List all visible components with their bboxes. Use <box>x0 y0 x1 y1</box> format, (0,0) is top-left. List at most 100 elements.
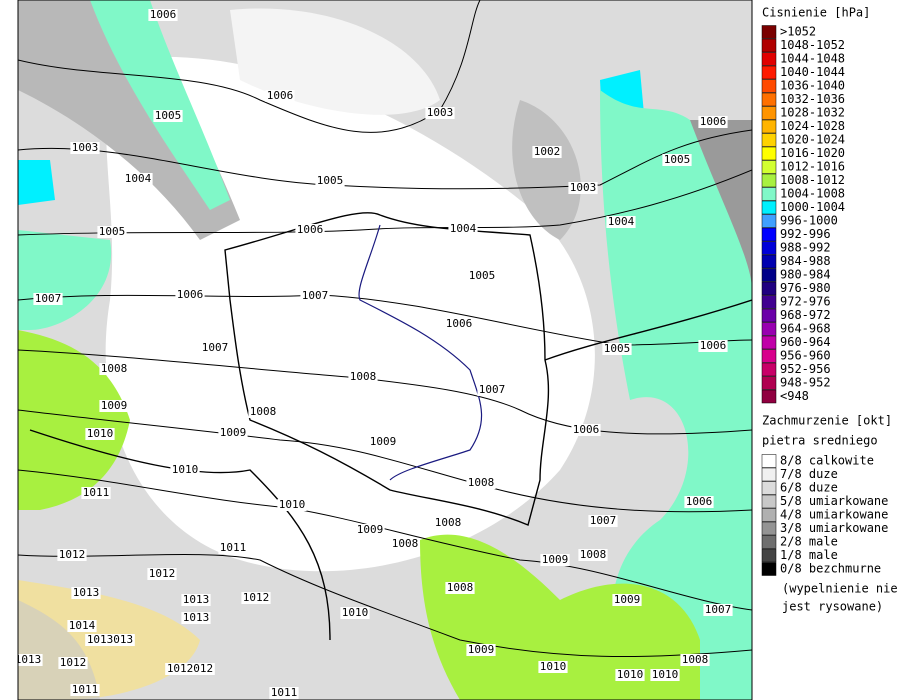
legend-swatch <box>761 295 777 309</box>
isobar-label-bg <box>67 620 97 632</box>
isobar-label-bg <box>175 289 205 301</box>
isobar-label: 1008 <box>350 370 377 383</box>
isobar-label: 1012 <box>149 567 176 580</box>
legend-label: 980-984 <box>780 268 831 282</box>
legend-label: <948 <box>780 389 809 403</box>
isobar-label-bg <box>315 175 345 187</box>
isobar-label-bg <box>444 318 474 330</box>
isobar-label-bg <box>612 594 642 606</box>
isobar-label: 1013 <box>183 593 210 606</box>
legend-label: 3/8 umiarkowane <box>780 521 888 535</box>
legend-swatch <box>761 119 777 134</box>
isobar-label-bg <box>538 661 568 673</box>
legend-swatch <box>761 92 777 107</box>
legend-swatch <box>761 241 777 255</box>
isobar-label: 1008 <box>435 516 462 529</box>
legend-swatch <box>761 173 777 188</box>
legend-swatch <box>761 133 777 147</box>
legend-label: 4/8 umiarkowane <box>780 508 888 522</box>
isobar-label: 1005 <box>155 109 182 122</box>
legend-swatch <box>761 281 777 296</box>
isobar-label: 1009 <box>370 435 397 448</box>
legend-swatch <box>761 79 777 93</box>
isobar-label: 1006 <box>150 8 177 21</box>
isobar-label: 1008 <box>447 581 474 594</box>
isobar-label: 1012 <box>243 591 270 604</box>
cloud-area <box>640 120 752 420</box>
isobar-label: 1005 <box>604 342 631 355</box>
isobar-label-bg <box>425 107 455 119</box>
cloud-legend-title: Zachmurzenie [okt] <box>762 414 892 428</box>
legend-label: 5/8 umiarkowane <box>780 494 888 508</box>
isobar-label-bg <box>265 90 295 102</box>
legend-swatch <box>761 494 777 509</box>
isobar-label: 1003 <box>427 106 454 119</box>
isobar-label-bg <box>433 517 463 529</box>
isobar-label-bg <box>170 464 200 476</box>
legend-label: 1040-1044 <box>780 65 845 79</box>
legend-swatch <box>761 106 777 120</box>
isobar-label: 1009 <box>614 593 641 606</box>
legend-swatch <box>761 268 777 282</box>
isobar-label-bg <box>58 657 88 669</box>
legend-label: 952-956 <box>780 362 831 376</box>
isobar-label-bg <box>477 384 507 396</box>
isobar-label-bg <box>33 293 63 305</box>
isobar-label-bg <box>81 487 111 499</box>
isobar-label: 1008 <box>392 537 419 550</box>
isobar-label: 1010 <box>652 668 679 681</box>
isobar-label: 1004 <box>608 215 635 228</box>
isobar-label-bg <box>698 116 728 128</box>
isobar-label: 1006 <box>177 288 204 301</box>
clear-area <box>105 56 595 572</box>
legend-swatch <box>761 548 777 563</box>
isobar-label-bg <box>703 604 733 616</box>
isobar-label-bg <box>698 340 728 352</box>
isobar-label: 1004 <box>450 222 477 235</box>
legend-swatch <box>761 160 777 174</box>
isobar-label: 1006 <box>573 423 600 436</box>
legend-label: 1000-1004 <box>780 200 845 214</box>
isobar-label: 1007 <box>202 341 229 354</box>
cloud-area <box>512 100 581 240</box>
isobar-label: 1011 <box>271 686 298 699</box>
isobar-label: 1010 <box>342 606 369 619</box>
legend-swatch <box>761 454 777 468</box>
isobar-label-bg <box>165 663 215 675</box>
legend-label: 984-988 <box>780 254 831 268</box>
river <box>358 224 483 481</box>
isobar-label: 1012 <box>60 656 87 669</box>
legend-label: 1016-1020 <box>780 146 845 160</box>
isobar-label-bg <box>680 654 710 666</box>
pressure-area <box>420 534 700 700</box>
legend-label: 1032-1036 <box>780 92 845 106</box>
isobar-label-bg <box>602 343 632 355</box>
isobar-label: 1012 <box>59 548 86 561</box>
legend-swatch <box>761 52 777 66</box>
isobar-label-bg <box>85 428 115 440</box>
isobar-label-bg <box>71 587 101 599</box>
isobar-label-bg <box>85 634 135 646</box>
isobar-label: 1005 <box>99 225 126 238</box>
isobar-label-bg <box>578 549 608 561</box>
legend-swatch <box>761 322 777 336</box>
legend-label: 7/8 duze <box>780 467 838 481</box>
legend-label: 960-964 <box>780 335 831 349</box>
isobar-label: 1009 <box>357 523 384 536</box>
isobar-label: 1003 <box>72 141 99 154</box>
isobar-label-bg <box>99 363 129 375</box>
legend-swatch <box>761 200 777 215</box>
isobar-label: 1008 <box>580 548 607 561</box>
legend-swatch <box>761 535 777 549</box>
legend-label: 1/8 male <box>780 548 838 562</box>
isobar-label-bg <box>147 568 177 580</box>
isobar-label-bg <box>684 496 714 508</box>
isobar-label: 1007 <box>705 603 732 616</box>
legend-label: >1052 <box>780 25 816 39</box>
legend-label: 996-1000 <box>780 214 838 228</box>
isobar-label-bg <box>97 226 127 238</box>
isobar-label: 1010 <box>87 427 114 440</box>
isobar-label: 1006 <box>446 317 473 330</box>
isobar-label-bg <box>181 612 211 624</box>
